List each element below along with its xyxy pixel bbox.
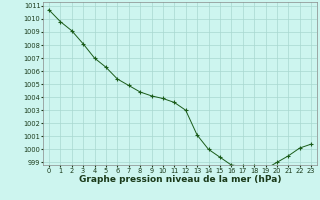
- X-axis label: Graphe pression niveau de la mer (hPa): Graphe pression niveau de la mer (hPa): [79, 175, 281, 184]
